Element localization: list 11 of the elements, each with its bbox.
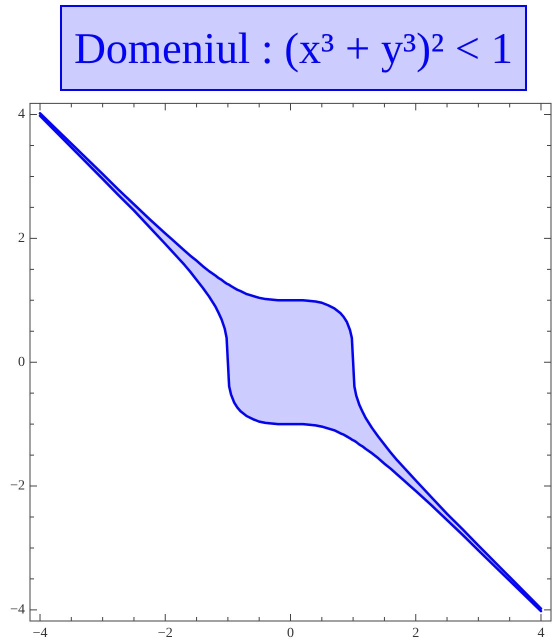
x-tick-label: −2 [158, 626, 173, 642]
y-tick-label: −4 [10, 602, 25, 618]
y-tick-label: 2 [18, 231, 25, 246]
y-tick-label: 4 [18, 107, 25, 122]
x-tick-label: 0 [287, 626, 294, 642]
chart-title: Domeniul : (x³ + y³)² < 1 [60, 5, 527, 91]
x-tick-label: 4 [537, 626, 544, 642]
x-tick-label: −4 [32, 626, 48, 642]
y-tick-label: −2 [10, 478, 25, 494]
x-tick-label: 2 [412, 626, 420, 642]
y-tick-label: 0 [18, 354, 25, 370]
